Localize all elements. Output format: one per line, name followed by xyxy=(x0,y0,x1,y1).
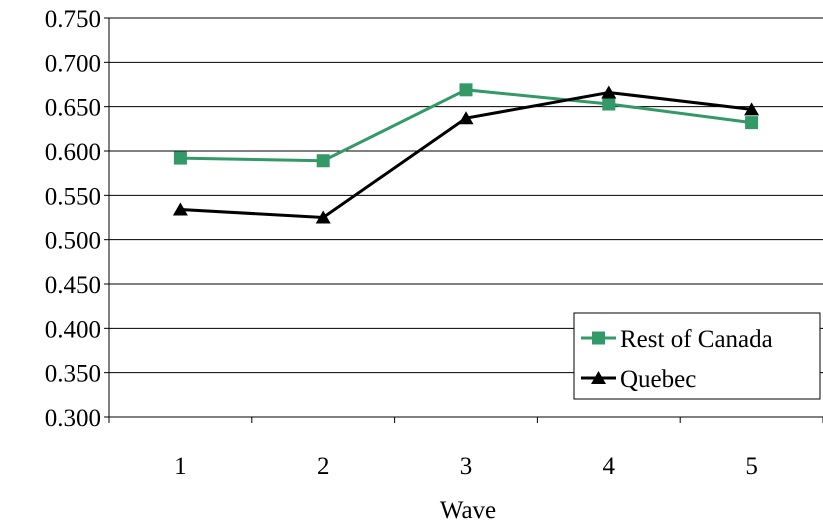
gridlines xyxy=(109,17,823,374)
x-tick-label: 2 xyxy=(317,453,330,480)
y-tick-label: 0.600 xyxy=(45,139,101,166)
data-point-quebec xyxy=(315,210,331,224)
data-point-rest-of-canada xyxy=(602,97,616,111)
y-tick-label: 0.750 xyxy=(45,6,101,33)
x-tick-label: 1 xyxy=(174,453,187,480)
x-tick-label: 3 xyxy=(460,453,473,480)
y-tick-label: 0.400 xyxy=(45,316,101,343)
legend-item-rest-of-canada: Rest of Canada xyxy=(581,326,773,353)
legend-swatch-marker xyxy=(591,371,606,384)
y-tick-label: 0.500 xyxy=(45,228,101,255)
data-point-quebec xyxy=(172,202,188,216)
y-tick-label: 0.350 xyxy=(45,361,101,388)
data-point-rest-of-canada xyxy=(745,116,759,130)
data-point-rest-of-canada xyxy=(459,83,473,97)
y-tick-label: 0.300 xyxy=(45,405,101,432)
x-axis-ticks: 1 2 3 4 5 xyxy=(108,417,823,480)
legend-swatch-marker xyxy=(592,331,605,345)
y-tick-label: 0.450 xyxy=(45,272,101,299)
x-tick-label: 4 xyxy=(603,453,616,480)
data-point-quebec xyxy=(744,102,760,116)
y-tick-label: 0.700 xyxy=(45,50,101,77)
y-tick-label: 0.650 xyxy=(45,95,101,122)
legend-label: Quebec xyxy=(620,366,696,393)
legend-label: Rest of Canada xyxy=(620,326,773,353)
legend-item-quebec: Quebec xyxy=(581,366,696,393)
series-layer xyxy=(172,83,760,224)
legend-box xyxy=(573,312,821,400)
x-axis-title: Wave xyxy=(440,497,496,524)
data-point-quebec xyxy=(601,85,617,99)
y-tick-label: 0.550 xyxy=(45,183,101,210)
data-point-quebec xyxy=(458,111,474,125)
data-point-rest-of-canada xyxy=(316,154,330,168)
series-quebec xyxy=(172,85,760,224)
x-tick-label: 5 xyxy=(745,453,758,480)
data-point-rest-of-canada xyxy=(173,151,187,165)
series-rest-of-canada xyxy=(173,83,759,168)
y-axis-ticks: 0.750 0.700 0.650 0.600 0.550 0.500 0.450 0.400… xyxy=(45,6,109,432)
legend: Rest of Canada Quebec xyxy=(573,312,821,400)
